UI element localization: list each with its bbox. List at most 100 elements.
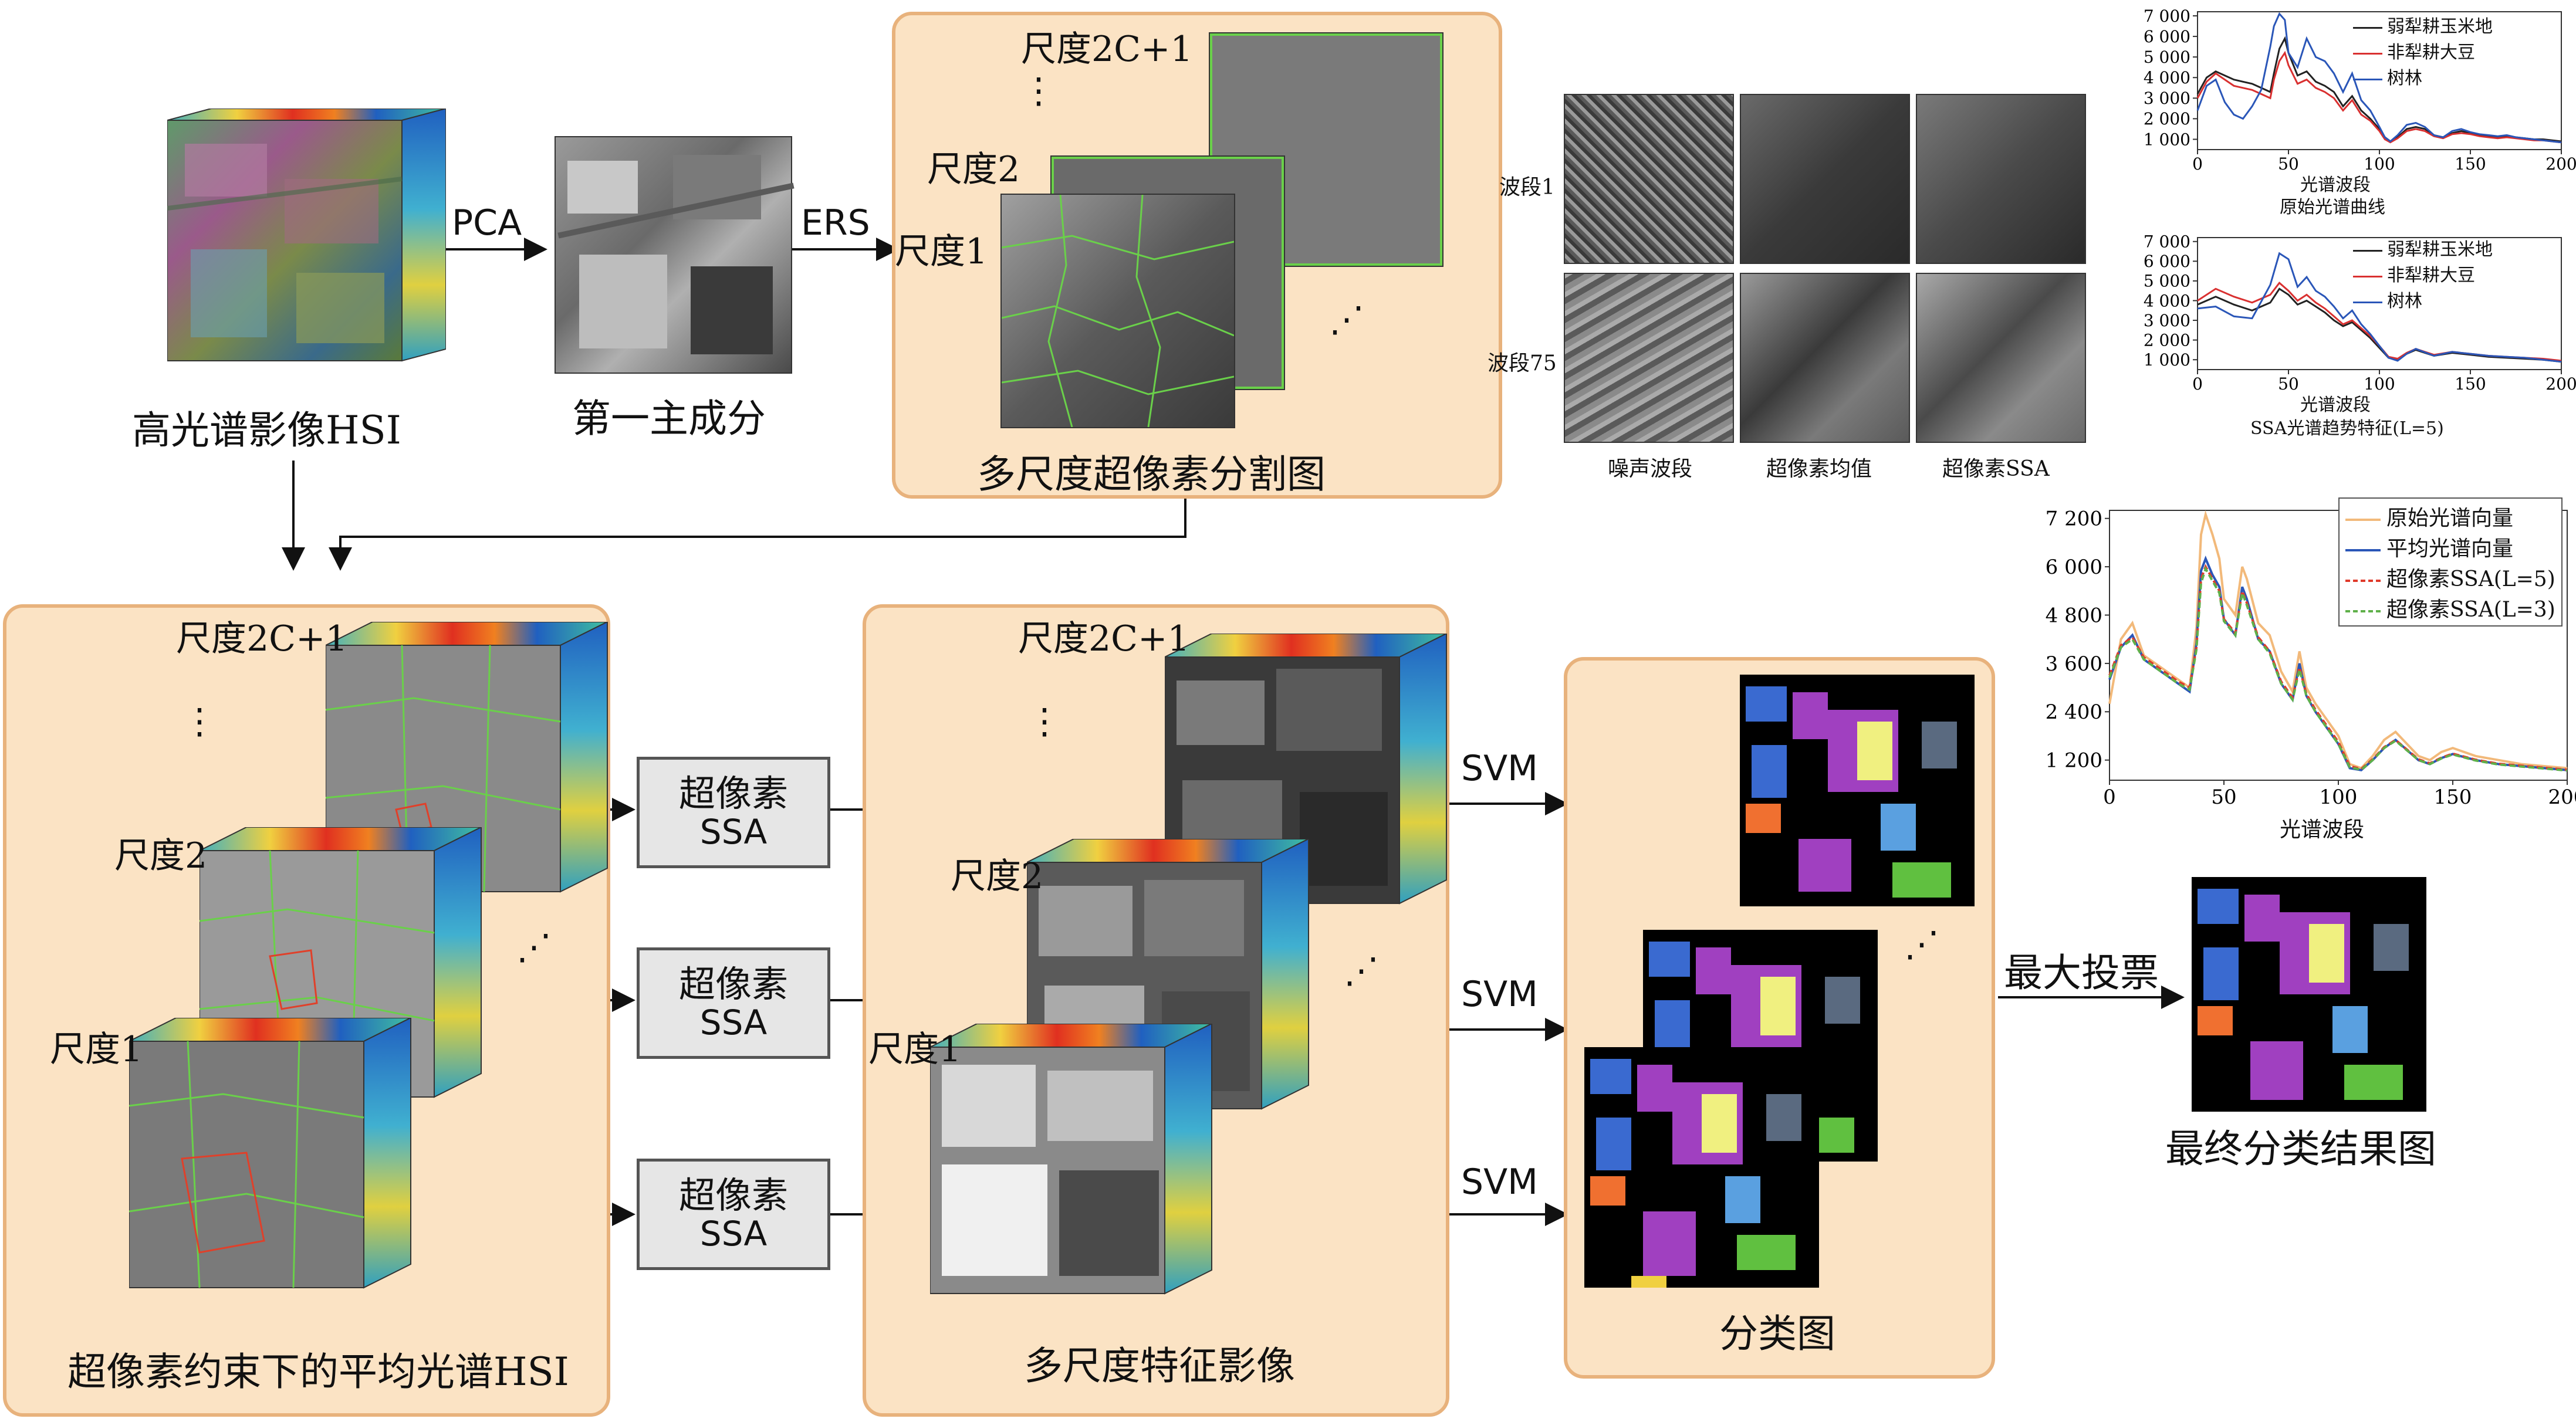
- band1-noise-image: [1564, 94, 1734, 264]
- pc1-label: 第一主成分: [572, 396, 766, 441]
- mean-scale-top: 尺度2C+1: [176, 618, 348, 659]
- y-tick-label: 5 000: [2144, 272, 2190, 291]
- y-tick-label: 2 000: [2144, 330, 2190, 350]
- chart-raw-xlabel: 光谱波段: [2300, 175, 2371, 195]
- class-map-front: [1584, 1047, 1819, 1288]
- ssa-top-line1: 超像素: [678, 772, 788, 815]
- band1-ssa-image: [1916, 94, 2086, 264]
- series-line: [2196, 12, 2562, 144]
- band-row-label-75: 波段75: [1488, 351, 1557, 375]
- y-tick-label: 6 000: [2046, 556, 2102, 579]
- x-tick-label: 100: [2364, 374, 2395, 394]
- class-map-top: [1740, 675, 1975, 906]
- y-tick-label: 1 000: [2144, 350, 2190, 370]
- feature-scale-top: 尺度2C+1: [1018, 618, 1190, 659]
- ssa-mid-line2: SSA: [699, 1003, 768, 1043]
- y-tick-label: 2 400: [2046, 700, 2102, 724]
- y-tick-label: 3 000: [2144, 311, 2190, 330]
- mean-scale-bot: 尺度1: [50, 1029, 143, 1070]
- x-tick-label: 50: [2211, 786, 2236, 809]
- svm-label-mid: SVM: [1461, 974, 1538, 1015]
- series-line: [2197, 252, 2562, 363]
- chart-compare: 0 50 100 150 200 1 200 2 400 3 600 4 800 6 000 7 2…: [2046, 507, 2576, 809]
- mean-panel-label: 超像素约束下的平均光谱HSI: [67, 1349, 569, 1394]
- x-tick-label: 0: [2192, 154, 2203, 174]
- seg-scale-mid: 尺度2: [927, 149, 1020, 190]
- series-line: [2197, 287, 2562, 363]
- band75-noise-image: [1564, 273, 1734, 443]
- y-tick-label: 2 000: [2144, 109, 2190, 128]
- y-tick-label: 4 800: [2046, 604, 2102, 627]
- legend-cmp-ssa5: 超像素SSA(L=5): [2386, 567, 2555, 591]
- series-line: [2196, 36, 2562, 143]
- x-tick-label: 200: [2545, 374, 2576, 394]
- class-ellipsis-diag: ⋰: [1904, 924, 1939, 965]
- pca-label: PCA: [452, 202, 522, 243]
- x-tick-label: 200: [2548, 786, 2576, 809]
- x-tick-label: 200: [2545, 154, 2576, 174]
- ssa-bot-line2: SSA: [699, 1214, 768, 1254]
- x-tick-label: 0: [2192, 374, 2203, 394]
- x-tick-label: 50: [2278, 374, 2299, 394]
- seg-ellipsis: ⋮: [1021, 70, 1056, 111]
- hsi-label: 高光谱影像HSI: [132, 408, 401, 453]
- x-tick-label: 100: [2364, 154, 2395, 174]
- mean-scale-mid: 尺度2: [114, 835, 208, 876]
- legend-raw-woods: 树林: [2387, 68, 2422, 89]
- mean-ellipsis-diag: ⋰: [516, 927, 552, 968]
- y-tick-label: 4 000: [2144, 68, 2190, 87]
- x-tick-label: 150: [2455, 154, 2486, 174]
- chart-raw-caption: 原始光谱曲线: [2280, 197, 2385, 218]
- x-tick-label: 100: [2320, 786, 2358, 809]
- feature-ellipsis: ⋮: [1027, 701, 1062, 742]
- feature-ellipsis-diag: ⋰: [1344, 950, 1379, 991]
- y-tick-label: 5 000: [2144, 48, 2190, 67]
- y-tick-label: 7 000: [2144, 232, 2190, 252]
- band-col-label-ssa: 超像素SSA: [1942, 457, 2050, 481]
- mean-ellipsis: ⋮: [182, 701, 217, 742]
- series-line: [2196, 50, 2562, 144]
- band75-ssa-image: [1916, 273, 2086, 443]
- y-tick-label: 1 200: [2046, 749, 2102, 773]
- x-tick-label: 150: [2455, 374, 2486, 394]
- y-tick-label: 3 000: [2144, 89, 2190, 108]
- legend-raw-corn: 弱犁耕玉米地: [2387, 16, 2493, 37]
- ssa-box-mid: 超像素 SSA: [637, 947, 830, 1059]
- final-label: 最终分类结果图: [2165, 1126, 2436, 1172]
- legend-cmp-ssa3: 超像素SSA(L=3): [2386, 598, 2555, 622]
- hsi-cube: [167, 109, 446, 362]
- legend-raw-soybean: 非犁耕大豆: [2387, 42, 2475, 63]
- chart-ssa-legend: 弱犁耕玉米地 非犁耕大豆 树林: [2353, 235, 2493, 312]
- pc1-image: [555, 136, 795, 374]
- chart-ssa-caption: SSA光谱趋势特征(L=5): [2250, 418, 2444, 439]
- ssa-mid-line1: 超像素: [678, 963, 788, 1005]
- ers-label: ERS: [801, 202, 870, 243]
- y-tick-label: 1 000: [2144, 130, 2190, 149]
- x-tick-label: 50: [2278, 154, 2299, 174]
- y-tick-label: 6 000: [2144, 252, 2190, 271]
- series-line: [2108, 566, 2568, 772]
- vote-label: 最大投票: [2004, 950, 2159, 996]
- band-col-label-mean: 超像素均值: [1766, 457, 1872, 481]
- seg-panel-label: 多尺度超像素分割图: [977, 452, 1326, 497]
- svm-label-bot: SVM: [1461, 1162, 1538, 1203]
- seg-ellipsis-diag: ⋰: [1329, 299, 1364, 340]
- legend-cmp-mean: 平均光谱向量: [2386, 537, 2514, 561]
- x-tick-label: 150: [2434, 786, 2472, 809]
- feature-panel-label: 多尺度特征影像: [1024, 1343, 1295, 1389]
- band-row-label-1: 波段1: [1499, 175, 1555, 199]
- arrow-seg-to-mean: [329, 499, 1186, 571]
- x-tick-label: 0: [2103, 786, 2116, 809]
- final-class-map: [2192, 877, 2426, 1112]
- legend-ssa-woods: 树林: [2387, 291, 2422, 312]
- band-col-label-noise: 噪声波段: [1608, 457, 1693, 481]
- chart-raw-legend: 弱犁耕玉米地 非犁耕大豆 树林: [2353, 12, 2493, 89]
- y-tick-label: 7 000: [2144, 6, 2190, 26]
- band75-mean-image: [1740, 273, 1910, 443]
- legend-ssa-corn: 弱犁耕玉米地: [2387, 239, 2493, 260]
- y-tick-label: 7 200: [2046, 507, 2102, 531]
- svm-label-top: SVM: [1461, 748, 1538, 789]
- seg-image-front: [1000, 194, 1235, 428]
- mean-cube-front: [129, 1018, 411, 1289]
- band1-mean-image: [1740, 94, 1910, 264]
